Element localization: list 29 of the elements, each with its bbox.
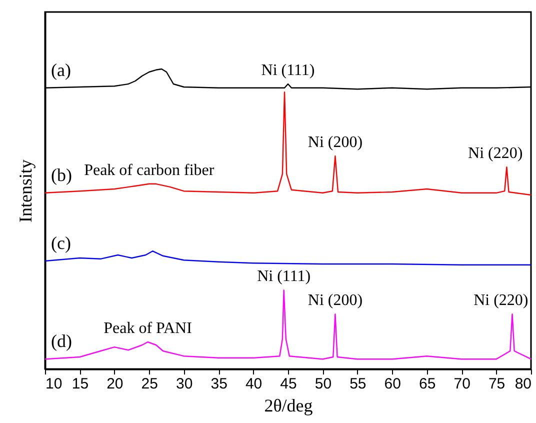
x-tick-label: 70 [454,376,470,392]
series-label: (c) [51,233,71,253]
x-tick-label: 65 [419,376,436,392]
y-axis-title: Intensity [16,160,36,222]
series-label: (a) [51,60,71,80]
annotation: Ni (111) [257,268,311,286]
x-tick-label: 10 [46,376,62,392]
x-tick-label: 25 [141,376,158,392]
annotation: Peak of PANI [104,320,192,337]
x-tick-label: 30 [176,376,193,392]
annotation: Ni (200) [308,134,363,151]
x-tick-label: 35 [210,376,228,392]
x-tick-label: 40 [245,376,262,392]
x-axis-title: 2θ/deg [264,396,313,416]
x-tick-label: 60 [384,376,401,392]
x-tick-label: 55 [350,376,366,392]
annotation: Ni (220) [474,292,528,310]
x-tick-label: 20 [106,376,124,392]
annotation: Peak of carbon fiber [84,162,215,179]
annotation: Ni (200) [308,292,363,310]
x-tick-label: 80 [514,376,532,392]
x-tick-label: 15 [72,376,89,392]
x-tick-label: 50 [314,376,332,392]
annotation: Ni (111) [261,62,315,79]
series-label: (b) [51,164,72,185]
annotation: Ni (220) [468,145,523,162]
series-label: (d) [51,331,72,352]
x-tick-label: 45 [280,376,297,392]
x-tick-label: 75 [488,376,506,392]
